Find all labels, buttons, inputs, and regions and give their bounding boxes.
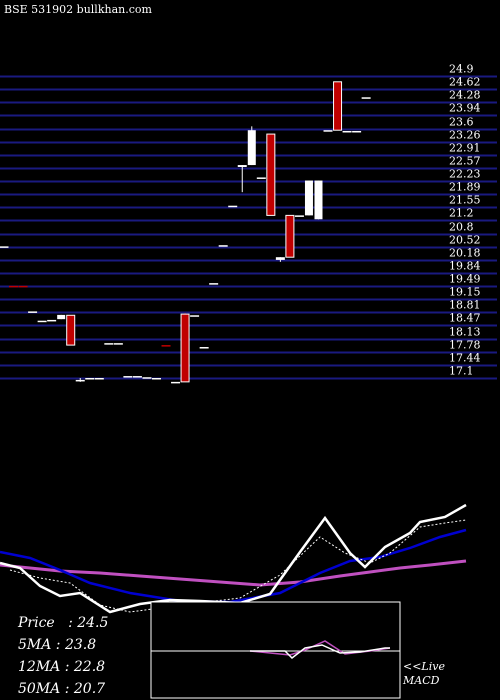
candle-body xyxy=(104,343,114,345)
scrip-code: 531902 xyxy=(31,3,74,16)
candle-body xyxy=(256,177,266,179)
candle-body xyxy=(285,214,295,258)
ma-slow-line xyxy=(0,559,467,587)
candle-body xyxy=(57,314,66,320)
candle-body xyxy=(180,313,190,383)
y-tick-label: 19.15 xyxy=(449,286,481,299)
y-tick-label: 24.9 xyxy=(449,63,474,76)
macd-label: <<Live MACD xyxy=(403,660,445,688)
candle-body xyxy=(37,320,47,323)
candle-body xyxy=(47,319,57,322)
macd-label-name: MACD xyxy=(403,674,440,687)
candle-body xyxy=(314,180,323,220)
candle-body xyxy=(323,130,333,132)
candle-body xyxy=(237,165,247,167)
candle-body xyxy=(18,285,28,288)
candle-body xyxy=(123,376,133,378)
y-tick-label: 17.78 xyxy=(449,339,481,352)
stats-panel: Price : 24.5 5MA : 23.8 12MA : 22.8 50MA… xyxy=(18,612,108,700)
candle-body xyxy=(0,246,9,248)
price-readout: Price : 24.5 xyxy=(18,615,109,631)
candle-body xyxy=(75,379,85,382)
site-label: bullkhan.com xyxy=(76,3,152,16)
y-tick-label: 21.55 xyxy=(449,194,481,207)
y-tick-label: 23.94 xyxy=(449,102,481,115)
chart-header: BSE 531902 bullkhan.com xyxy=(4,3,152,16)
ma12-readout: 12MA : 22.8 xyxy=(18,659,106,675)
candle-body xyxy=(294,215,304,217)
ma5-readout: 5MA : 23.8 xyxy=(18,637,97,653)
candle-body xyxy=(142,377,152,379)
price-line xyxy=(0,503,467,614)
ma50-readout: 50MA : 20.7 xyxy=(18,681,106,697)
candle-body xyxy=(9,285,19,288)
candle-body xyxy=(218,245,228,247)
candle-body xyxy=(247,130,256,166)
y-tick-label: 17.44 xyxy=(449,352,481,365)
y-tick-label: 18.47 xyxy=(449,312,481,325)
candle-body xyxy=(85,378,95,380)
candle-body xyxy=(209,283,219,285)
y-tick-label: 20.8 xyxy=(449,221,474,234)
y-tick-label: 17.1 xyxy=(449,365,474,378)
candle-body xyxy=(132,376,142,378)
macd-box xyxy=(150,601,401,699)
y-tick-label: 22.91 xyxy=(449,142,481,155)
candle-body xyxy=(333,81,343,131)
candle-body xyxy=(266,133,276,216)
candle-body xyxy=(171,381,181,384)
candle-body xyxy=(161,345,171,347)
candle-body xyxy=(352,130,362,133)
candle-body xyxy=(361,97,371,99)
y-tick-label: 22.57 xyxy=(449,155,481,168)
exchange-label: BSE xyxy=(4,3,28,16)
macd-line xyxy=(250,644,390,659)
y-tick-label: 21.2 xyxy=(449,207,474,220)
ma-dotted-line xyxy=(9,519,467,613)
y-tick-label: 19.84 xyxy=(449,260,481,273)
candle-body xyxy=(66,314,76,346)
candle-body xyxy=(28,311,38,313)
candle-body xyxy=(275,257,285,260)
candle-body xyxy=(342,130,352,133)
y-tick-label: 18.13 xyxy=(449,326,481,339)
y-tick-label: 18.81 xyxy=(449,299,481,312)
candle-body xyxy=(304,180,313,216)
macd-label-live: <<Live xyxy=(403,660,445,673)
candle-body xyxy=(199,347,209,349)
y-tick-label: 20.52 xyxy=(449,234,481,247)
y-tick-label: 19.49 xyxy=(449,273,481,286)
y-tick-label: 24.62 xyxy=(449,76,481,89)
candle-body xyxy=(94,378,104,380)
y-tick-label: 23.6 xyxy=(449,116,474,129)
y-tick-label: 20.18 xyxy=(449,247,481,260)
candle-body xyxy=(151,378,161,380)
y-tick-label: 24.28 xyxy=(449,89,481,102)
candle-body xyxy=(228,205,238,208)
candle-body xyxy=(190,315,200,317)
y-tick-label: 21.89 xyxy=(449,181,481,194)
y-tick-label: 22.23 xyxy=(449,168,481,181)
candle-body xyxy=(113,343,123,345)
y-tick-label: 23.26 xyxy=(449,129,481,142)
